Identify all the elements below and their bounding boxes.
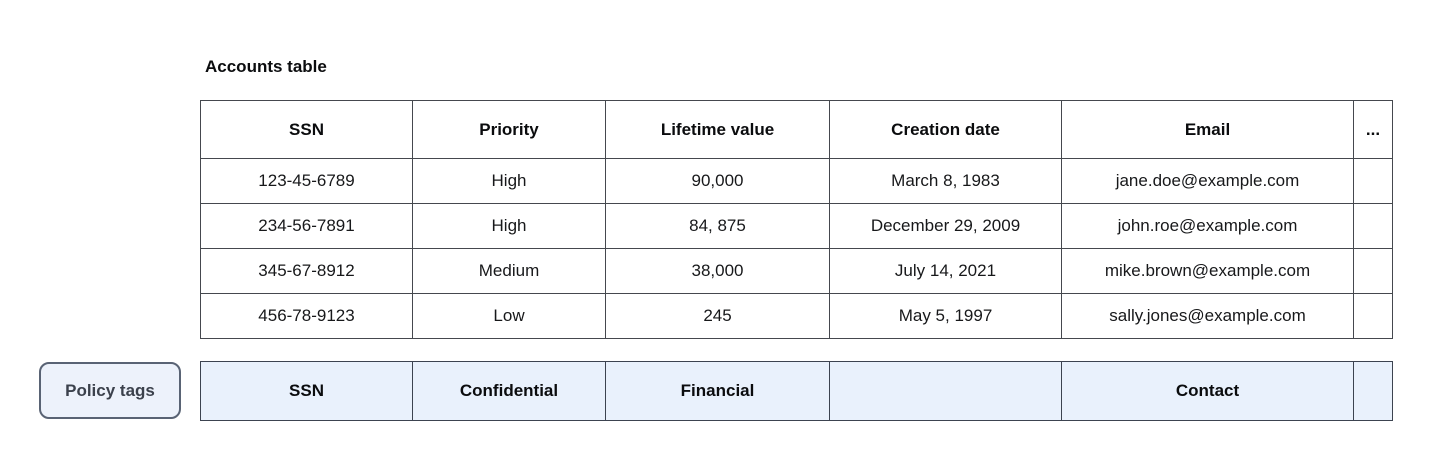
column-header-more-ellipsis: ...	[1353, 100, 1393, 159]
cell-email: jane.doe@example.com	[1061, 158, 1354, 204]
cell-priority: High	[412, 203, 606, 249]
cell-creation-date: July 14, 2021	[829, 248, 1062, 294]
cell-email: mike.brown@example.com	[1061, 248, 1354, 294]
column-header-priority: Priority	[412, 100, 606, 159]
table-row: 234-56-7891 High 84, 875 December 29, 20…	[200, 203, 1393, 249]
cell-lifetime-value: 90,000	[605, 158, 830, 204]
cell-more	[1353, 203, 1393, 249]
cell-ssn: 456-78-9123	[200, 293, 413, 339]
policy-tags-button[interactable]: Policy tags	[39, 362, 181, 419]
cell-ssn: 234-56-7891	[200, 203, 413, 249]
accounts-header-row: SSN Priority Lifetime value Creation dat…	[200, 100, 1393, 159]
policy-tag-empty-narrow	[1353, 361, 1393, 421]
cell-priority: Low	[412, 293, 606, 339]
cell-creation-date: December 29, 2009	[829, 203, 1062, 249]
cell-more	[1353, 293, 1393, 339]
policy-tag-financial: Financial	[605, 361, 830, 421]
cell-email: john.roe@example.com	[1061, 203, 1354, 249]
policy-tags-cells: SSN Confidential Financial Contact	[200, 361, 1393, 421]
column-header-email: Email	[1061, 100, 1354, 159]
column-header-lifetime-value: Lifetime value	[605, 100, 830, 159]
policy-tag-confidential: Confidential	[412, 361, 606, 421]
table-row: 456-78-9123 Low 245 May 5, 1997 sally.jo…	[200, 293, 1393, 339]
policy-tag-empty	[829, 361, 1062, 421]
policy-tag-contact: Contact	[1061, 361, 1354, 421]
table-row: 345-67-8912 Medium 38,000 July 14, 2021 …	[200, 248, 1393, 294]
column-header-creation-date: Creation date	[829, 100, 1062, 159]
cell-creation-date: March 8, 1983	[829, 158, 1062, 204]
cell-ssn: 123-45-6789	[200, 158, 413, 204]
cell-creation-date: May 5, 1997	[829, 293, 1062, 339]
column-header-ssn: SSN	[200, 100, 413, 159]
table-row: 123-45-6789 High 90,000 March 8, 1983 ja…	[200, 158, 1393, 204]
cell-email: sally.jones@example.com	[1061, 293, 1354, 339]
cell-ssn: 345-67-8912	[200, 248, 413, 294]
accounts-table: SSN Priority Lifetime value Creation dat…	[200, 100, 1393, 339]
cell-lifetime-value: 245	[605, 293, 830, 339]
cell-lifetime-value: 84, 875	[605, 203, 830, 249]
cell-lifetime-value: 38,000	[605, 248, 830, 294]
cell-more	[1353, 248, 1393, 294]
cell-priority: High	[412, 158, 606, 204]
cell-more	[1353, 158, 1393, 204]
page-title: Accounts table	[205, 57, 327, 76]
cell-priority: Medium	[412, 248, 606, 294]
policy-tag-ssn: SSN	[200, 361, 413, 421]
policy-tags-button-label: Policy tags	[65, 380, 155, 400]
policy-tags-row: SSN Confidential Financial Contact	[200, 361, 1393, 421]
